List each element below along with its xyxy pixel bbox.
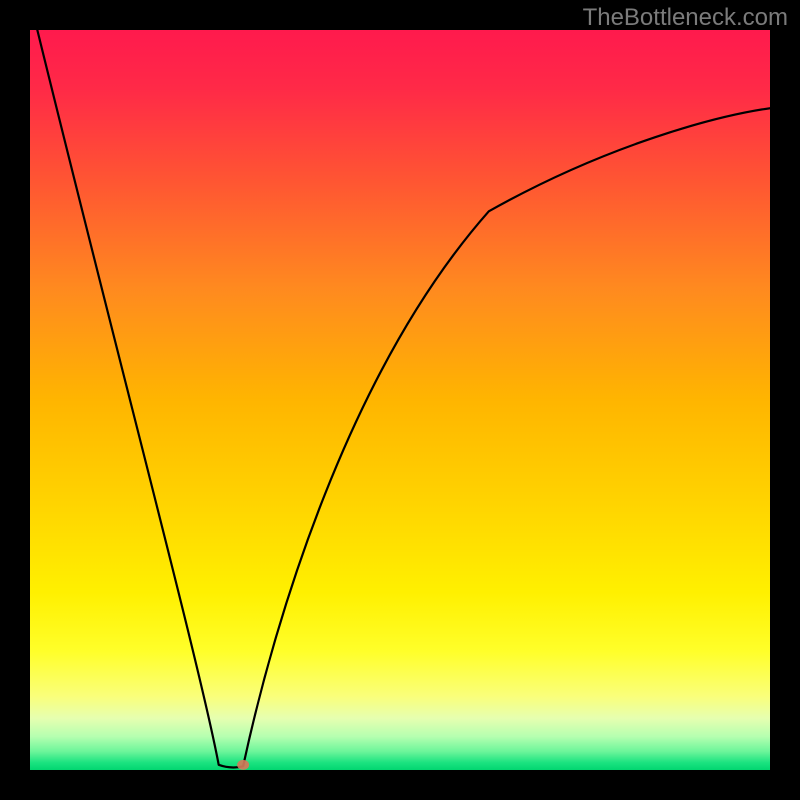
gradient-background (30, 30, 770, 770)
bottleneck-chart (30, 30, 770, 770)
chart-stage: TheBottleneck.com (0, 0, 800, 800)
watermark-label: TheBottleneck.com (583, 4, 788, 32)
optimum-marker (237, 760, 249, 770)
